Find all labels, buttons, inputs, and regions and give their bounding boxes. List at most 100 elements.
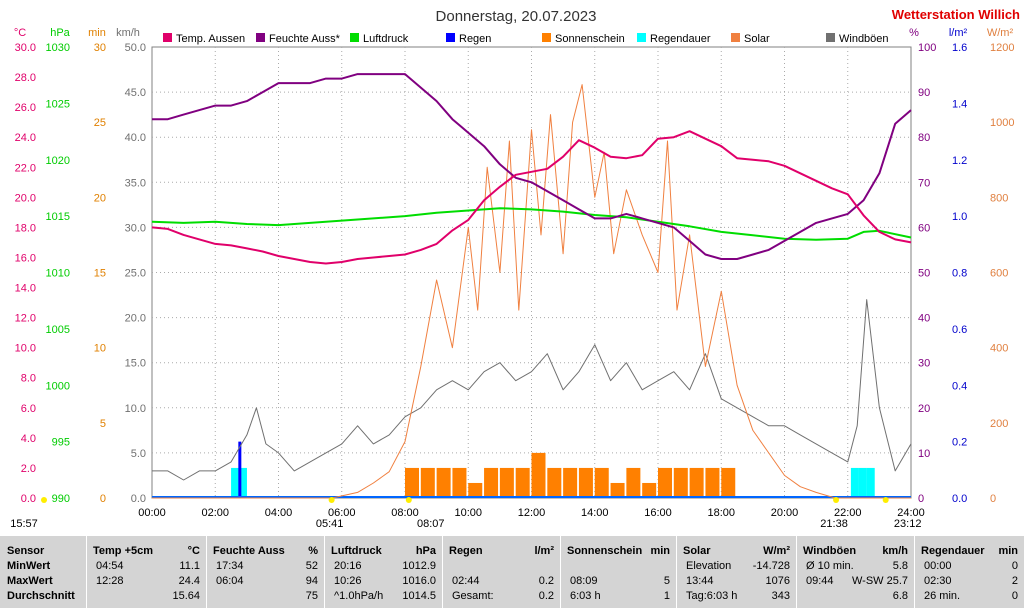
stats-value: 5 bbox=[663, 575, 670, 587]
sunshine-bar bbox=[515, 467, 530, 498]
axis-tick-label: 600 bbox=[990, 268, 1008, 280]
stats-value: 1012.9 bbox=[402, 560, 436, 572]
legend-entry: Temp. Aussen bbox=[176, 33, 245, 45]
rain-duration-bar bbox=[238, 467, 247, 498]
axis-tick-label: 16.0 bbox=[15, 252, 36, 264]
x-tick-label: 22:00 bbox=[834, 507, 862, 519]
plot-area bbox=[151, 46, 912, 499]
statistics-table: Sensor MinWert MaxWert Durchschnitt Temp +5c… bbox=[0, 536, 1024, 608]
stats-unit: min bbox=[998, 545, 1018, 557]
stats-time: 02:30 bbox=[924, 575, 952, 587]
stats-unit: hPa bbox=[415, 545, 436, 557]
axis-tick-label: 0.0 bbox=[21, 493, 36, 505]
stats-value: 52 bbox=[305, 560, 318, 572]
axis-tick-label: 35.0 bbox=[125, 177, 146, 189]
axis-tick-label: 0.0 bbox=[131, 493, 146, 505]
legend-entry: Solar bbox=[744, 33, 770, 45]
stats-header: Regen bbox=[449, 545, 483, 557]
stats-time: 09:44 bbox=[806, 575, 834, 587]
stats-time: 10:26 bbox=[334, 575, 362, 587]
axis-unit-label: °C bbox=[14, 27, 26, 39]
sunshine-bar bbox=[484, 467, 499, 498]
rain-bar bbox=[238, 441, 242, 498]
axis-tick-label: 10 bbox=[94, 343, 106, 355]
axis-tick-label: 20 bbox=[94, 192, 106, 204]
axis-tick-label: 0 bbox=[990, 493, 996, 505]
stats-header: Solar bbox=[683, 545, 711, 557]
stats-value: 6.8 bbox=[892, 590, 908, 602]
stats-time: Gesamt: bbox=[452, 590, 494, 602]
axis-tick-label: 12.0 bbox=[15, 313, 36, 325]
x-tick-label: 16:00 bbox=[644, 507, 672, 519]
sunshine-bar bbox=[420, 467, 435, 498]
legend-swatch bbox=[542, 33, 551, 42]
legend-entry: Regen bbox=[459, 33, 491, 45]
stats-header: Luftdruck bbox=[331, 545, 382, 557]
stats-column: Feuchte Auss% 17:34 06:04 52 94 75 bbox=[206, 536, 324, 608]
x-tick-label: 00:00 bbox=[138, 507, 166, 519]
legend-swatch bbox=[446, 33, 455, 42]
stats-value: 94 bbox=[305, 575, 318, 587]
sunshine-bar bbox=[452, 467, 467, 498]
sun-marker bbox=[328, 497, 335, 503]
stats-unit: % bbox=[308, 545, 318, 557]
column-divider bbox=[86, 536, 87, 608]
axis-tick-label: 1010 bbox=[46, 268, 70, 280]
axis-tick-label: 1.0 bbox=[952, 211, 967, 223]
axis-tick-label: 40.0 bbox=[125, 132, 146, 144]
axis-tick-label: 1.2 bbox=[952, 155, 967, 167]
series-line-pressure bbox=[151, 207, 912, 241]
column-divider bbox=[914, 536, 915, 608]
legend-entry: Luftdruck bbox=[363, 33, 409, 45]
axis-tick-label: 24.0 bbox=[15, 132, 36, 144]
x-tick-label: 04:00 bbox=[265, 507, 293, 519]
rain-duration-bar bbox=[858, 467, 867, 498]
column-divider bbox=[442, 536, 443, 608]
axis-tick-label: 0.0 bbox=[952, 493, 967, 505]
sun-marker bbox=[41, 497, 47, 503]
stats-time: 02:44 bbox=[452, 575, 480, 587]
stats-column: Solar W/m² Elevation 13:44 Tag:6:03 h -14.728… bbox=[676, 536, 796, 608]
weather-chart: Donnerstag, 20.07.2023 Wetterstation Wil… bbox=[10, 7, 1021, 530]
axis-tick-label: 1005 bbox=[46, 324, 70, 336]
legend-swatch bbox=[163, 33, 172, 42]
sunshine-bar bbox=[547, 467, 562, 498]
x-tick-label: 06:00 bbox=[328, 507, 356, 519]
stats-column: Windböen km/h Ø 10 min. 09:44 5.8 W-SW 25.7 6.… bbox=[796, 536, 914, 608]
x-tick-label: 12:00 bbox=[518, 507, 546, 519]
stats-time: 17:34 bbox=[216, 560, 244, 572]
stats-value: 2 bbox=[1011, 575, 1018, 587]
axis-tick-label: 70 bbox=[918, 177, 930, 189]
stats-value: 11.1 bbox=[179, 560, 200, 572]
axis-tick-label: 90 bbox=[918, 87, 930, 99]
axis-tick-label: 20.0 bbox=[15, 192, 36, 204]
axis-tick-label: 18.0 bbox=[15, 222, 36, 234]
axis-tick-label: 5 bbox=[100, 418, 106, 430]
stats-value: 1014.5 bbox=[402, 590, 436, 602]
stats-header: Regendauer bbox=[921, 545, 985, 557]
axis-tick-label: 20 bbox=[918, 403, 930, 415]
sunshine-bar bbox=[673, 467, 688, 498]
sunshine-bar bbox=[721, 467, 736, 498]
series-line-temp bbox=[151, 130, 912, 265]
stats-value: 0.2 bbox=[538, 575, 554, 587]
axis-tick-label: 45.0 bbox=[125, 87, 146, 99]
stats-time: 08:09 bbox=[570, 575, 598, 587]
legend-swatch bbox=[637, 33, 646, 42]
time-marker-label: 08:07 bbox=[417, 518, 445, 530]
axis-tick-label: 995 bbox=[52, 437, 70, 449]
stats-row-label: MinWert bbox=[7, 560, 51, 572]
stats-header: Windböen bbox=[803, 545, 857, 557]
axis-tick-label: 2.0 bbox=[21, 463, 36, 475]
axis-tick-label: 14.0 bbox=[15, 283, 36, 295]
sunshine-bar bbox=[436, 467, 451, 498]
time-marker-label: 23:12 bbox=[894, 518, 922, 530]
sunshine-bar bbox=[705, 467, 720, 498]
stats-value: 343 bbox=[771, 590, 790, 602]
sunshine-bar bbox=[405, 467, 419, 498]
axis-tick-label: 1200 bbox=[990, 42, 1014, 54]
stats-value: 1076 bbox=[765, 575, 790, 587]
stats-column: Temp +5cm °C 04:54 12:28 11.1 24.4 15.64 bbox=[86, 536, 206, 608]
axis-unit-label: W/m² bbox=[987, 27, 1014, 39]
axis-tick-label: 22.0 bbox=[15, 162, 36, 174]
